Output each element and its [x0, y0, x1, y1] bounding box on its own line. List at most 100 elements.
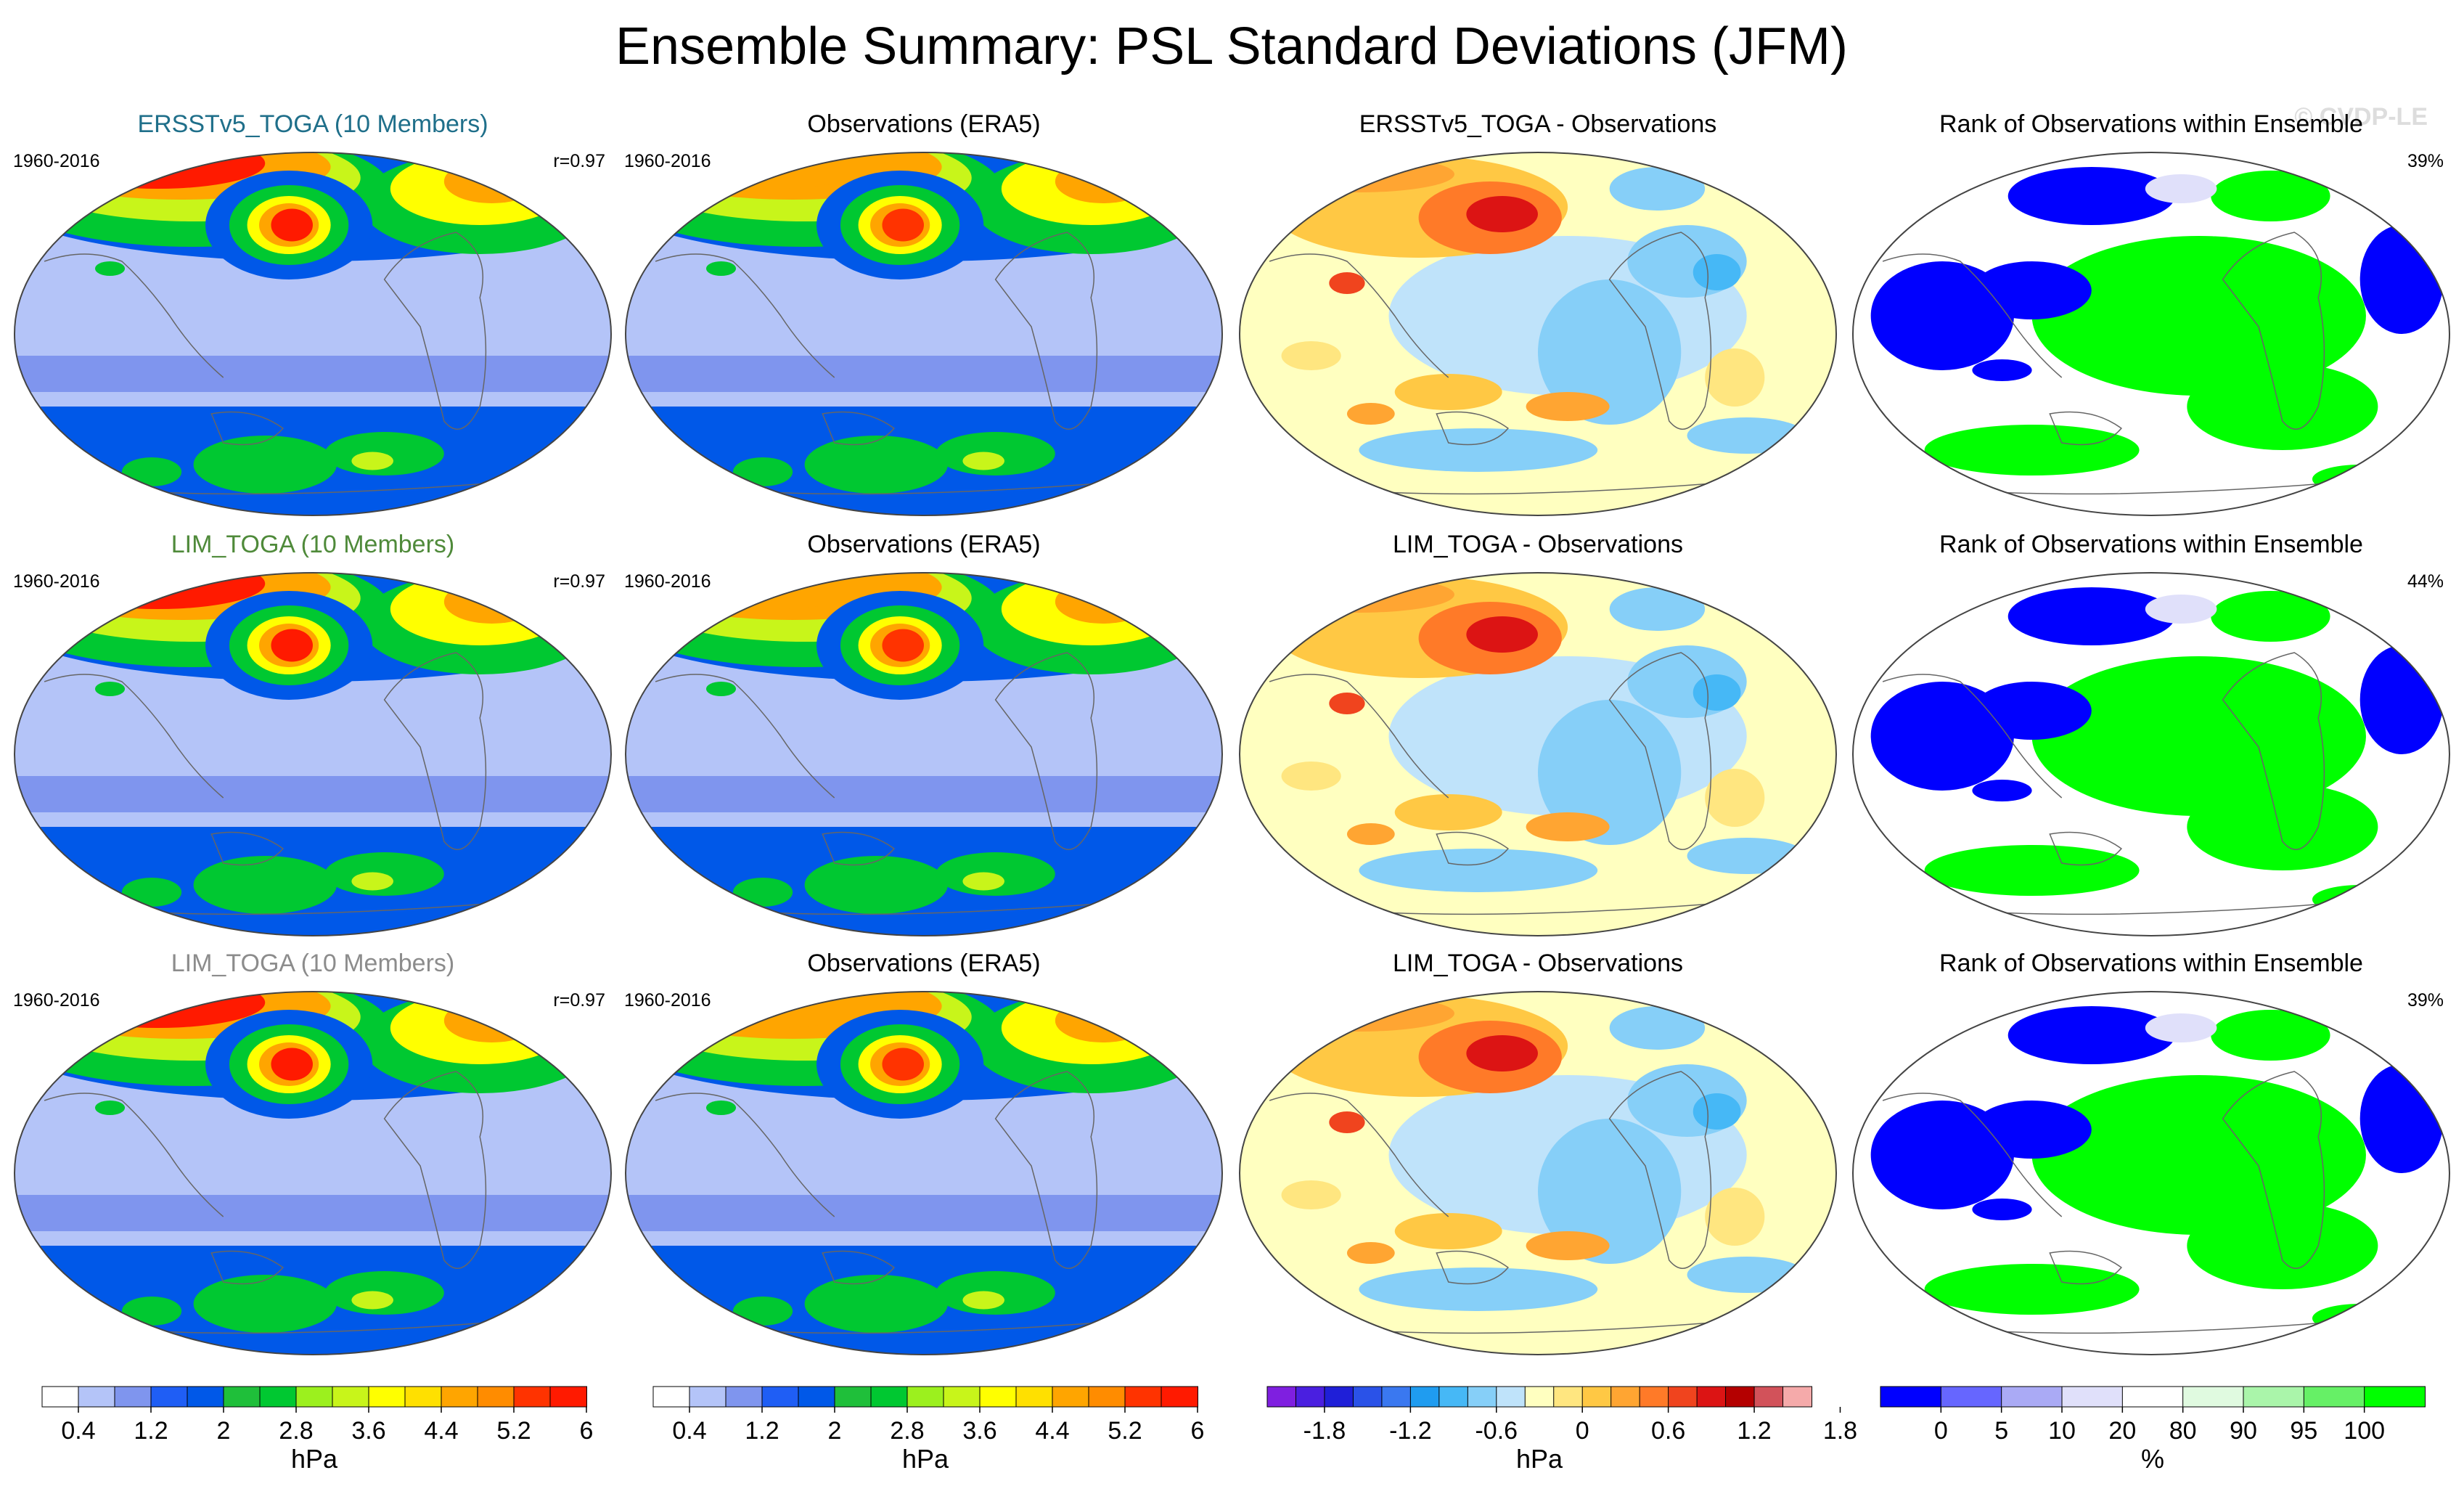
contour-region [1329, 693, 1365, 714]
coastline [1269, 232, 1765, 495]
contour-region [2031, 656, 2366, 816]
contour-region [1526, 392, 1610, 421]
contour-region [1972, 261, 2092, 319]
colorbar-tick-label: 2 [828, 1417, 842, 1445]
colorbar-swatch [1295, 1386, 1325, 1408]
contour-region [1281, 1180, 1341, 1209]
colorbar-tick-label: 6 [1191, 1417, 1205, 1445]
observations-panel: Observations (ERA5) 1960-2016 [624, 531, 1223, 936]
contour-region [2211, 591, 2330, 642]
contour-region [193, 856, 337, 914]
coastline [1882, 652, 2378, 915]
colorbar-swatch [1124, 1386, 1162, 1408]
colorbar-swatch [2364, 1386, 2426, 1408]
period-label: 1960-2016 [624, 571, 711, 592]
colorbar-tick-label: -1.8 [1303, 1417, 1346, 1445]
colorbar-unit: hPa [1516, 1444, 1563, 1474]
colorbar-swatch [1880, 1386, 1942, 1408]
contour-region [705, 682, 737, 696]
contour-region [2359, 645, 2444, 754]
panel-title: Observations (ERA5) [807, 531, 1040, 558]
colorbar-tick-label: 100 [2344, 1417, 2385, 1445]
contour-region [1359, 1267, 1598, 1311]
map-outline [1852, 152, 2450, 516]
contour-region [1538, 279, 1682, 425]
contour-region [1526, 1231, 1610, 1260]
colorbar-tick-label: 1.8 [1823, 1417, 1857, 1445]
contour-region [1693, 1093, 1741, 1130]
colorbar-swatch [943, 1386, 981, 1408]
map-field [1853, 992, 2449, 1355]
map-field [15, 573, 611, 936]
colorbar-tick-label: 0.4 [61, 1417, 95, 1445]
colorbar-tick-label: 0.6 [1651, 1417, 1685, 1445]
contour-region [2031, 236, 2366, 396]
colorbar-swatch [259, 1386, 297, 1408]
colorbar-swatch [187, 1386, 224, 1408]
colorbar-swatch [441, 1386, 478, 1408]
contour-region [705, 1101, 737, 1115]
map-field [1240, 992, 1836, 1355]
colorbar-tick-label: 95 [2290, 1417, 2317, 1445]
colorbar-swatch [652, 1386, 690, 1408]
contour-region [1263, 995, 1454, 1032]
colorbar-tick-label: -1.2 [1389, 1417, 1432, 1445]
rank-panel: Rank of Observations within Ensemble 39% [1852, 950, 2450, 1355]
ensemble-panel: LIM_TOGA (10 Members) 1960-2016 r=0.97 [13, 950, 612, 1355]
colorbar-tick-label: 1.2 [745, 1417, 779, 1445]
colorbar-swatch [368, 1386, 406, 1408]
panel-title: Observations (ERA5) [807, 950, 1040, 977]
contour-region [351, 1291, 393, 1310]
panel-title: Rank of Observations within Ensemble [1939, 950, 2363, 977]
colorbar-swatch [1696, 1386, 1727, 1408]
contour-region [1705, 1188, 1765, 1246]
colorbar-tick-label: 1.2 [134, 1417, 168, 1445]
colorbar-swatch [1725, 1386, 1756, 1408]
colorbar-tick-label: 90 [2230, 1417, 2257, 1445]
colorbar-swatch [477, 1386, 515, 1408]
map-outline [1852, 991, 2450, 1355]
contour-region [351, 872, 393, 891]
contour-region [271, 1048, 314, 1081]
colorbar-swatch [2061, 1386, 2124, 1408]
period-label: 1960-2016 [624, 151, 711, 171]
pattern-correlation: r=0.97 [553, 990, 605, 1011]
contour-region [732, 878, 793, 907]
contour-region [1263, 576, 1454, 613]
contour-region [1972, 1101, 2092, 1159]
colorbar-swatch [1524, 1386, 1555, 1408]
map-outline [625, 991, 1223, 1355]
colorbar-swatch [1610, 1386, 1641, 1408]
contour-region [443, 160, 540, 203]
difference-panel: ERSSTv5_TOGA - Observations [1239, 110, 1837, 516]
contour-region [2187, 363, 2378, 450]
contour-region [1281, 762, 1341, 791]
colorbar-swatch [1352, 1386, 1383, 1408]
contour-region [804, 1275, 948, 1333]
contour-region [1972, 359, 2032, 381]
contour-region [732, 457, 793, 486]
colorbar-swatch [1467, 1386, 1497, 1408]
map-outline [1852, 572, 2450, 936]
period-label: 1960-2016 [13, 571, 100, 592]
contour-region [1609, 167, 1706, 211]
colorbar-swatch [223, 1386, 261, 1408]
contour-region [962, 1291, 1004, 1310]
colorbar-swatch [870, 1386, 908, 1408]
contour-region [1687, 838, 1806, 874]
difference-panel: LIM_TOGA - Observations [1239, 531, 1837, 936]
colorbar-swatch [1409, 1386, 1440, 1408]
contour-region [2187, 1202, 2378, 1289]
contour-region [497, 1003, 534, 1024]
colorbar-swatch [2243, 1386, 2305, 1408]
map-field [626, 992, 1222, 1355]
contour-region [2145, 174, 2217, 203]
colorbar-tick-label: 1.2 [1737, 1417, 1771, 1445]
contour-region [1394, 794, 1502, 830]
map-outline [1239, 152, 1837, 516]
colorbar-row: 0.4 1.2 2 2.8 3.6 4.4 5.2 6 hPa 0.4 1.2 2 2.8 3.6 4.4 5… [41, 1386, 2426, 1474]
colorbar-swatch [1088, 1386, 1126, 1408]
contour-region [94, 261, 126, 276]
contour-region [882, 1048, 924, 1081]
colorbar-swatch [1940, 1386, 2002, 1408]
